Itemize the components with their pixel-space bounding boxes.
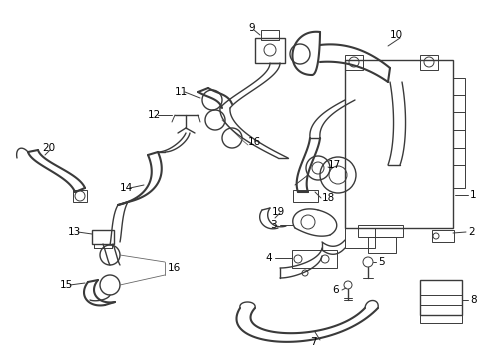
Text: 18: 18 bbox=[321, 193, 335, 203]
Bar bbox=[92, 230, 114, 244]
Text: 13: 13 bbox=[68, 227, 81, 237]
Bar bbox=[367, 237, 395, 253]
Text: 9: 9 bbox=[247, 23, 254, 33]
Bar bbox=[254, 38, 285, 63]
Bar bbox=[292, 190, 317, 202]
Text: 5: 5 bbox=[377, 257, 384, 267]
Text: 10: 10 bbox=[389, 30, 402, 40]
Bar bbox=[345, 55, 362, 70]
Text: 16: 16 bbox=[168, 263, 181, 273]
Bar bbox=[345, 60, 452, 228]
Text: 20: 20 bbox=[42, 143, 55, 153]
Text: 19: 19 bbox=[271, 207, 285, 217]
Bar bbox=[419, 280, 461, 315]
Text: 4: 4 bbox=[264, 253, 271, 263]
Text: 2: 2 bbox=[467, 227, 474, 237]
Bar bbox=[345, 228, 374, 248]
Text: 11: 11 bbox=[175, 87, 188, 97]
Bar bbox=[73, 190, 87, 202]
Bar bbox=[291, 250, 336, 268]
Text: 8: 8 bbox=[469, 295, 476, 305]
Text: 14: 14 bbox=[120, 183, 133, 193]
Bar bbox=[419, 55, 437, 70]
Text: 17: 17 bbox=[327, 160, 341, 170]
Bar bbox=[452, 78, 464, 188]
Bar bbox=[357, 225, 402, 237]
Text: 3: 3 bbox=[269, 220, 276, 230]
Text: 15: 15 bbox=[60, 280, 73, 290]
Text: 6: 6 bbox=[331, 285, 338, 295]
Text: 16: 16 bbox=[247, 137, 261, 147]
Text: 12: 12 bbox=[148, 110, 161, 120]
Bar bbox=[431, 230, 453, 242]
Text: 7: 7 bbox=[309, 337, 316, 347]
Bar bbox=[419, 315, 461, 323]
Text: 1: 1 bbox=[469, 190, 476, 200]
Bar bbox=[261, 30, 279, 40]
